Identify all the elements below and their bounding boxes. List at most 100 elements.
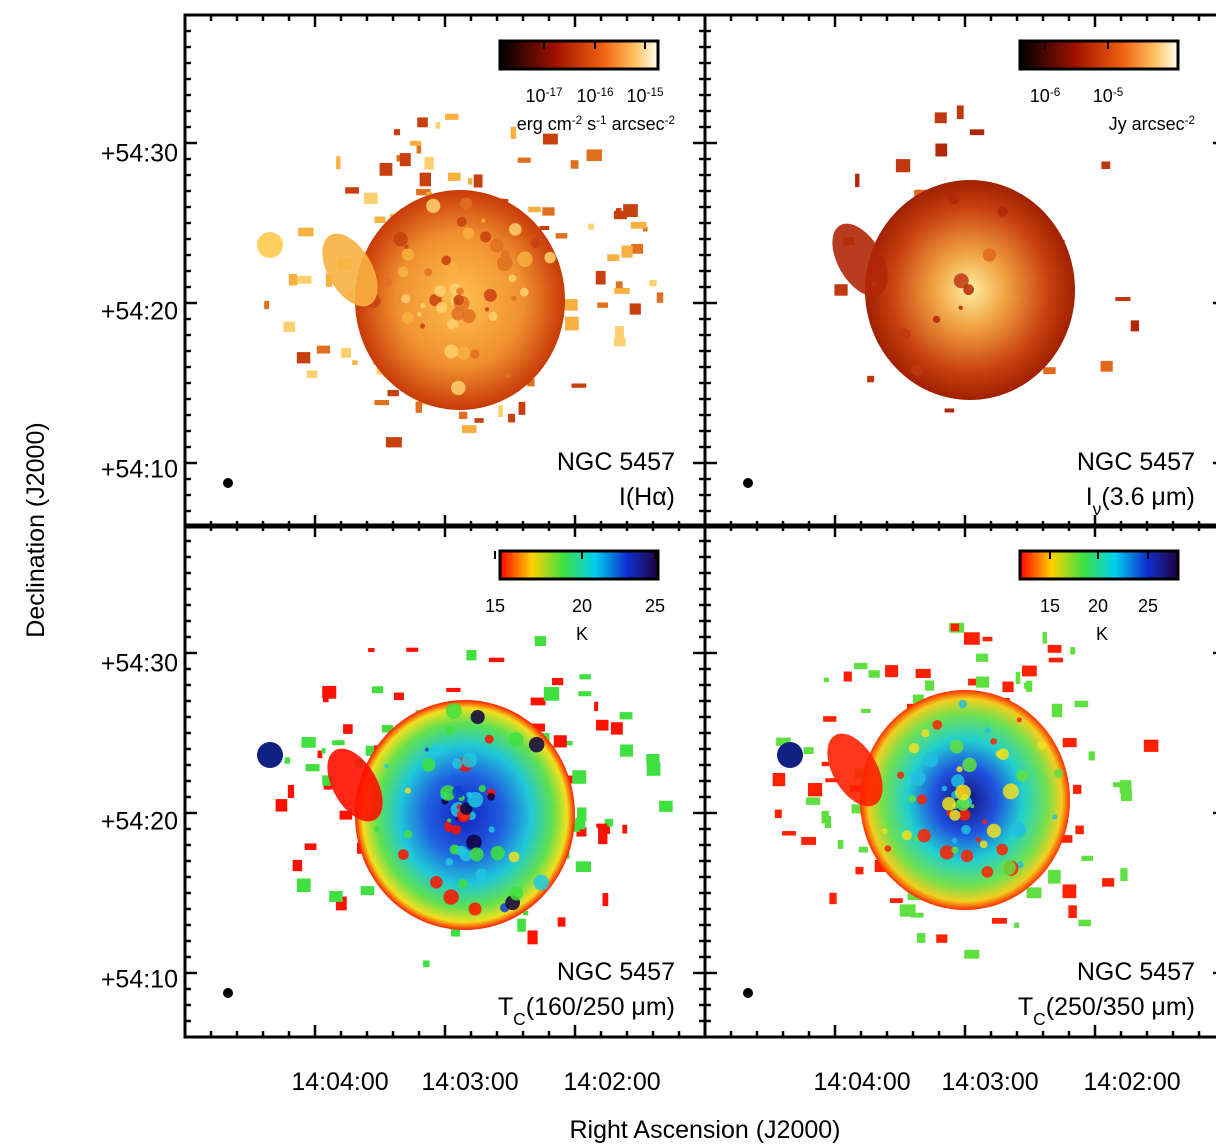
knot: [949, 739, 964, 754]
pixel: [571, 383, 587, 388]
pixel: [1101, 161, 1111, 170]
pixel: [837, 839, 844, 849]
pixel: [374, 216, 386, 224]
pixel: [895, 159, 911, 173]
pixel: [604, 818, 613, 827]
text-part: 25: [1138, 596, 1158, 616]
pixel: [576, 827, 587, 837]
pixel: [304, 843, 317, 851]
pixel: [322, 775, 334, 786]
pixel: [1043, 367, 1056, 375]
galaxy-name: NGC 5457: [1077, 958, 1195, 986]
pixel: [910, 912, 924, 918]
text-part: -2: [1185, 114, 1195, 127]
knot: [374, 826, 380, 833]
beam: [223, 478, 233, 488]
pixel: [1120, 868, 1128, 882]
pixel: [498, 405, 504, 418]
pixel: [555, 233, 568, 239]
pixel: [451, 925, 461, 937]
text-part: 10: [627, 86, 647, 106]
pixel: [424, 156, 434, 170]
colorbar-tick-label: 10-16: [577, 86, 614, 107]
pixel: [284, 757, 291, 764]
knot: [979, 840, 988, 849]
x-tick-label: 14:03:00: [941, 1068, 1038, 1096]
knot: [445, 858, 454, 866]
knot: [401, 294, 411, 304]
pixel: [336, 156, 341, 170]
pixel: [341, 348, 352, 358]
knot: [511, 295, 517, 302]
knot: [981, 866, 994, 878]
knot: [446, 318, 459, 330]
knot: [469, 847, 484, 862]
colorbar: [1018, 549, 1180, 581]
pixel: [934, 112, 947, 124]
beam: [743, 988, 753, 998]
knot: [942, 796, 956, 811]
knot: [917, 829, 931, 843]
pixel: [1068, 905, 1077, 919]
knot: [462, 227, 475, 239]
knot: [990, 738, 997, 745]
knot: [911, 771, 926, 786]
knot: [398, 849, 409, 860]
pixel: [488, 657, 505, 663]
knot: [444, 821, 450, 827]
pixel: [772, 772, 786, 787]
knot: [939, 845, 955, 860]
knot: [908, 794, 916, 803]
pixel: [868, 670, 880, 678]
x-tick-label: 14:02:00: [1083, 1068, 1180, 1096]
knot: [401, 248, 414, 261]
pixel: [834, 284, 848, 296]
pixel: [1062, 884, 1077, 899]
knot: [884, 845, 892, 852]
knot: [1053, 768, 1064, 779]
pixel: [843, 671, 852, 682]
knot: [441, 255, 451, 266]
pixel: [510, 126, 517, 139]
knot: [462, 752, 478, 768]
companion: [257, 742, 283, 768]
pixel: [539, 226, 550, 231]
knot: [1016, 861, 1024, 869]
y-tick-label: +54:20: [101, 808, 178, 836]
pixel: [522, 911, 529, 916]
knot: [443, 889, 459, 905]
knot: [445, 261, 460, 276]
arm: [327, 748, 383, 822]
quantity-label: TC(160/250 μm): [498, 993, 675, 1029]
quantity-label: I(Hα): [619, 483, 675, 511]
pixel: [393, 129, 401, 136]
knot: [461, 309, 476, 324]
pixel: [598, 830, 608, 845]
pixel: [264, 300, 270, 310]
pixel: [508, 413, 515, 423]
knot: [1037, 740, 1047, 750]
pixel: [858, 846, 868, 853]
companion: [257, 232, 283, 258]
knot: [393, 231, 408, 247]
pixel: [586, 149, 603, 162]
pixel: [298, 227, 314, 237]
pixel: [656, 292, 664, 303]
pixel: [543, 687, 560, 701]
knot: [951, 774, 965, 788]
pixel: [615, 281, 623, 293]
pixel: [417, 117, 428, 128]
text-part: K: [1096, 624, 1108, 644]
pixel: [447, 172, 461, 181]
colorbar-unit: erg cm-2 s-1 arcsec-2: [517, 114, 675, 135]
pixel: [807, 782, 823, 797]
knot: [953, 273, 969, 289]
pixel: [332, 740, 345, 746]
x-tick-label: 14:02:00: [563, 1068, 660, 1096]
knot: [923, 751, 939, 768]
map-panel: [743, 105, 1140, 488]
knot: [421, 757, 436, 772]
knot: [1010, 821, 1027, 838]
galaxy-name: NGC 5457: [557, 448, 675, 476]
